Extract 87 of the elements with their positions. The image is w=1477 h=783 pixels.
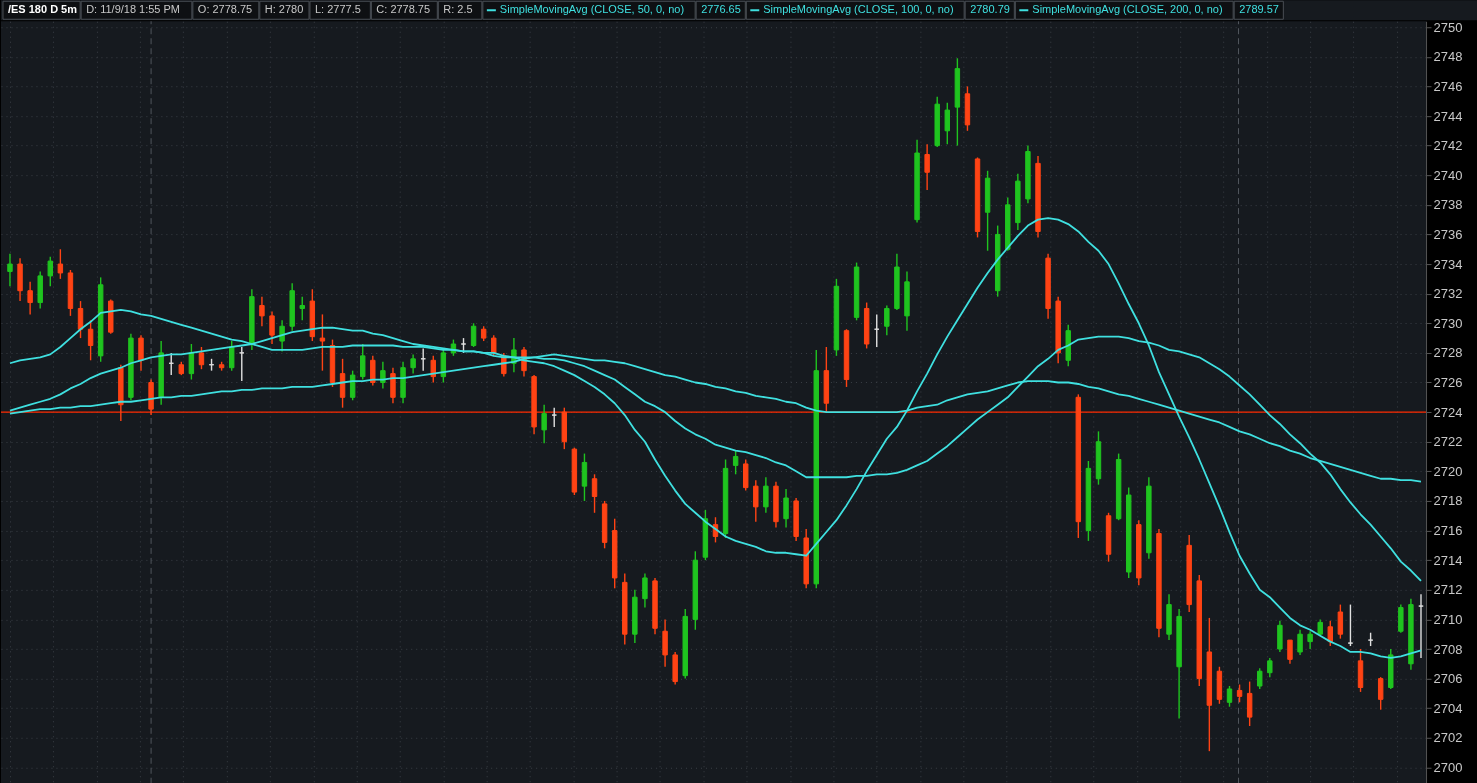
y-tick-label: 2732 <box>1433 286 1463 302</box>
y-tick-label: 2720 <box>1433 463 1463 479</box>
y-tick-label: 2746 <box>1433 78 1463 94</box>
candlestick <box>1337 603 1344 640</box>
candlestick <box>47 255 53 287</box>
text: 2789.57 <box>1239 3 1279 16</box>
candlestick <box>440 349 447 384</box>
candlestick <box>57 248 64 280</box>
candlestick <box>662 618 668 668</box>
y-tick-label: 2702 <box>1433 730 1463 746</box>
candlestick <box>491 334 497 357</box>
candlestick <box>753 479 759 523</box>
y-tick-label: 2748 <box>1433 49 1463 65</box>
candlestick <box>470 322 477 348</box>
y-tick-label: 2738 <box>1433 197 1463 213</box>
y-tick-label: 2724 <box>1433 404 1463 420</box>
candlestick <box>1226 685 1233 708</box>
candlestick <box>319 313 326 372</box>
candlestick <box>642 572 648 609</box>
legend-label: SimpleMovingAvg (CLOSE, 100, 0, no) <box>763 3 954 16</box>
candlestick <box>27 281 33 316</box>
candlestick <box>1257 667 1263 690</box>
y-tick-label: 2706 <box>1433 671 1463 687</box>
y-tick-label: 2744 <box>1433 108 1463 124</box>
candlestick <box>259 295 265 327</box>
candlestick <box>581 452 588 502</box>
candlestick <box>7 253 13 287</box>
candlestick <box>410 353 416 375</box>
candlestick <box>1287 639 1293 665</box>
candlestick <box>763 476 769 514</box>
candlestick <box>380 361 386 390</box>
candlestick <box>269 310 275 345</box>
y-tick-label: 2750 <box>1433 19 1463 35</box>
y-tick-label: 2740 <box>1433 167 1463 183</box>
chart-title: /ES 180 D 5m <box>7 3 78 16</box>
candlestick <box>944 101 951 145</box>
candlestick <box>591 473 598 514</box>
candlestick <box>1398 603 1404 634</box>
text: 2780.79 <box>970 3 1010 16</box>
candlestick <box>541 404 547 444</box>
y-tick-label: 2726 <box>1433 375 1463 390</box>
candlestick <box>1377 676 1384 711</box>
y-tick-label: 2708 <box>1433 641 1463 657</box>
candlestick <box>1267 657 1273 678</box>
legend-label: SimpleMovingAvg (CLOSE, 50, 0, no) <box>499 3 685 16</box>
text: R: 2.5 <box>443 3 473 16</box>
candlestick <box>390 367 396 404</box>
candlestick <box>430 355 436 384</box>
text: D: 11/9/18 1:55 PM <box>86 3 180 16</box>
candlestick <box>360 343 366 381</box>
y-tick-label: 2734 <box>1433 256 1463 272</box>
candlestick <box>1347 603 1354 647</box>
y-tick-label: 2700 <box>1433 759 1463 775</box>
line-series <box>9 217 1422 659</box>
candlestick <box>370 355 376 387</box>
candlestick <box>783 488 789 529</box>
candlestick <box>87 319 94 361</box>
y-tick-label: 2714 <box>1433 552 1463 568</box>
text: L: 2777.5 <box>314 3 361 16</box>
candlestick <box>138 334 144 372</box>
candlestick <box>1327 620 1333 647</box>
candlestick <box>1277 620 1283 653</box>
candlestick <box>732 449 739 475</box>
y-tick-label: 2718 <box>1433 493 1463 509</box>
y-tick-label: 2730 <box>1433 315 1463 331</box>
y-tick-label: 2704 <box>1433 700 1463 716</box>
candlestick <box>743 458 749 492</box>
text: O: 2778.75 <box>197 3 253 16</box>
candlestick <box>884 304 890 336</box>
y-tick-label: 2710 <box>1433 611 1463 627</box>
candlestick <box>228 340 235 372</box>
candlestick <box>1246 680 1253 727</box>
text: C: 2778.75 <box>376 3 431 16</box>
text: H: 2780 <box>264 3 304 16</box>
legend-label: SimpleMovingAvg (CLOSE, 200, 0, no) <box>1032 3 1223 16</box>
y-tick-label: 2716 <box>1433 523 1463 539</box>
y-tick-label: 2736 <box>1433 226 1463 242</box>
candlestick <box>924 143 930 191</box>
candlestick <box>198 346 205 370</box>
candlestick <box>1297 629 1303 656</box>
y-tick-label: 2728 <box>1433 345 1463 361</box>
candlestick <box>349 369 356 401</box>
y-tick-label: 2712 <box>1433 582 1463 598</box>
y-tick-label: 2742 <box>1433 138 1463 154</box>
y-tick-label: 2722 <box>1433 434 1463 450</box>
text: 2776.65 <box>701 3 741 16</box>
candlestick <box>299 295 305 322</box>
